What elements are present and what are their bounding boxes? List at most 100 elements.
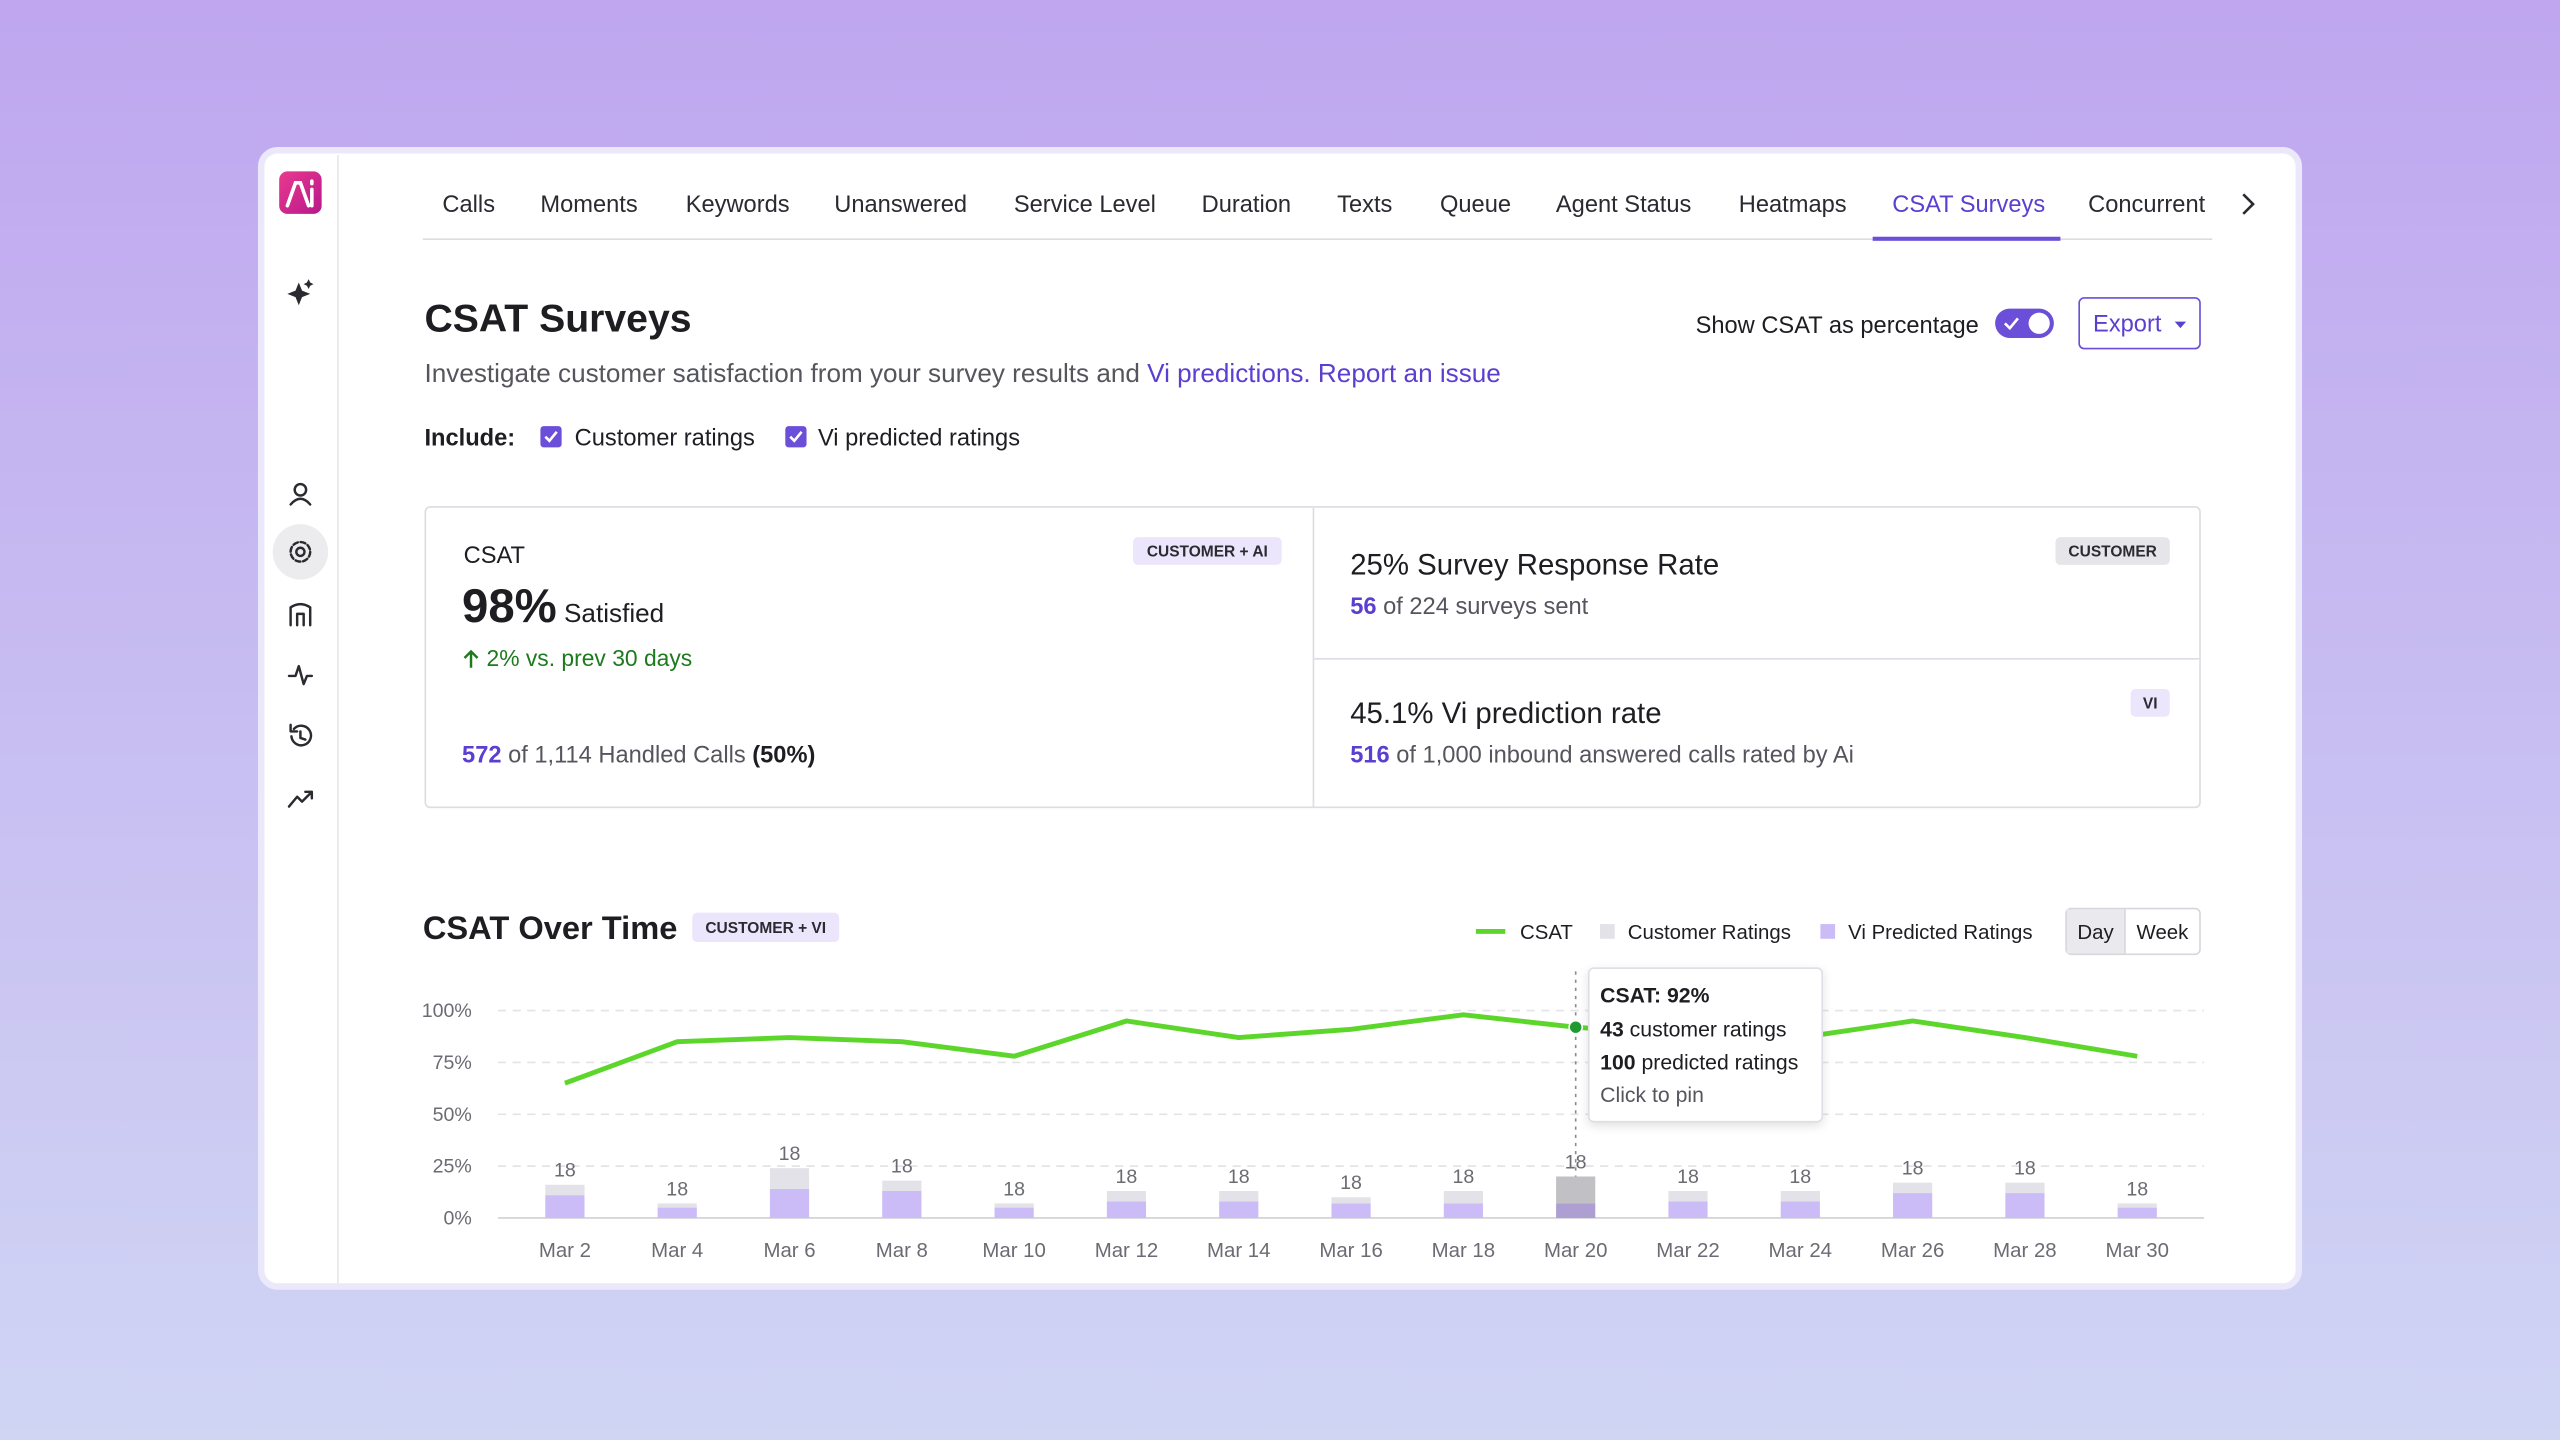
bar-label: 18 (1228, 1166, 1250, 1188)
y-tick-label: 0% (444, 1207, 472, 1229)
share: (50%) (752, 742, 815, 768)
tooltip-line: 43 customer ratings (1600, 1019, 1786, 1042)
settings-icon[interactable] (289, 540, 312, 563)
x-tick-label: Mar 28 (1993, 1240, 2056, 1262)
x-tick-label: Mar 12 (1095, 1240, 1158, 1262)
bar-segment (882, 1180, 922, 1192)
bar-segment (1893, 1193, 1933, 1218)
bar-segment (2117, 1203, 2157, 1208)
bar-segment (1331, 1197, 1371, 1204)
routing-icon[interactable] (289, 602, 312, 627)
bar-label: 18 (1677, 1166, 1699, 1188)
count[interactable]: 56 (1350, 594, 1376, 620)
tab-active[interactable]: CSAT Surveys (1892, 192, 2045, 218)
hover-point (1568, 1019, 1584, 1035)
y-tick-label: 25% (433, 1156, 472, 1178)
x-tick-label: Mar 2 (539, 1240, 591, 1262)
description-text: Investigate customer satisfaction from y… (424, 358, 1147, 388)
bar-segment (1780, 1201, 1820, 1218)
tab[interactable]: Heatmaps (1739, 192, 1847, 218)
user-icon[interactable] (289, 482, 312, 506)
period-button[interactable]: Day (2077, 922, 2114, 944)
trend-icon[interactable] (287, 790, 314, 808)
tab[interactable]: Texts (1337, 192, 1392, 218)
count-text: of 224 surveys sent (1377, 594, 1589, 620)
bar-segment (994, 1207, 1034, 1218)
export-button[interactable] (2078, 297, 2201, 350)
link[interactable]: Vi predictions (1147, 358, 1303, 388)
legend-label: Vi Predicted Ratings (1848, 922, 2032, 944)
bar-label: 18 (1902, 1158, 1924, 1180)
bar-segment (1556, 1203, 1596, 1218)
legend-swatch (1600, 924, 1615, 939)
tabs-next[interactable] (2242, 193, 2255, 215)
x-tick-label: Mar 8 (876, 1240, 928, 1262)
count-text: of 1,114 Handled Calls (502, 742, 753, 768)
page-title: CSAT Surveys (424, 297, 691, 340)
bar-segment (1443, 1203, 1483, 1218)
bar-label: 18 (1116, 1166, 1138, 1188)
caret (2174, 321, 2187, 329)
bar-segment (1106, 1201, 1147, 1218)
csat-value: 98% Satisfied (462, 580, 664, 633)
badge-text: CUSTOMER + VI (705, 920, 826, 937)
link[interactable]: Report an issue (1318, 358, 1501, 388)
label: predicted ratings (1636, 1051, 1799, 1074)
card-title: 45.1% Vi prediction rate (1350, 697, 1661, 730)
bar-segment (882, 1191, 922, 1218)
tab[interactable]: Unanswered (834, 192, 967, 218)
bar-label: 18 (1452, 1166, 1474, 1188)
tab-indicator (1872, 236, 2061, 241)
count[interactable]: 516 (1350, 742, 1389, 768)
badge-text: CUSTOMER + AI (1147, 544, 1268, 561)
tab[interactable]: Duration (1202, 192, 1291, 218)
tab[interactable]: Moments (540, 192, 637, 218)
period-active (2066, 909, 2125, 954)
tab[interactable]: Concurrent (2088, 192, 2205, 218)
badge (2130, 688, 2170, 717)
x-tick-label: Mar 14 (1207, 1240, 1270, 1262)
tab[interactable]: Queue (1440, 192, 1511, 218)
period-button[interactable]: Week (2137, 922, 2190, 944)
badge (2055, 537, 2170, 565)
toggle[interactable] (1995, 308, 2054, 338)
bar-segment (657, 1203, 697, 1208)
tab[interactable]: Agent Status (1556, 192, 1691, 218)
bar-segment (1219, 1191, 1259, 1202)
bar-segment (1331, 1203, 1371, 1218)
tooltip-title: CSAT: 92% (1600, 984, 1709, 1007)
logo[interactable] (279, 171, 322, 214)
history-icon[interactable] (289, 723, 313, 747)
checkbox-label[interactable]: Customer ratings (575, 426, 755, 452)
tab-bar: Calls Moments Keywords Unanswered Servic… (442, 192, 2205, 218)
bar-segment (2117, 1207, 2157, 1218)
value: 98% (462, 580, 557, 633)
badge-text: VI (2143, 696, 2158, 713)
tab[interactable]: Service Level (1014, 192, 1156, 218)
bar-label: 18 (1340, 1172, 1362, 1194)
tooltip (1587, 967, 1824, 1123)
y-tick-label: 75% (433, 1052, 472, 1074)
y-tick-label: 50% (433, 1104, 472, 1126)
badge (1133, 537, 1282, 565)
tab[interactable]: Keywords (686, 192, 790, 218)
bar-segment (769, 1168, 810, 1189)
card-footer: 572 of 1,114 Handled Calls (50%) (462, 742, 815, 768)
y-tick-label: 100% (422, 1000, 472, 1022)
count[interactable]: 572 (462, 742, 501, 768)
export-label[interactable]: Export (2093, 311, 2162, 337)
tooltip-hint: Click to pin (1600, 1084, 1704, 1107)
checkbox[interactable] (785, 426, 807, 448)
description: Investigate customer satisfaction from y… (424, 358, 1500, 388)
tab[interactable]: Calls (442, 192, 495, 218)
logo-glyph (285, 179, 314, 208)
up-arrow (463, 649, 479, 668)
ai-icon[interactable] (287, 279, 314, 306)
checkbox-label[interactable]: Vi predicted ratings (818, 426, 1020, 452)
activity-icon[interactable] (287, 664, 314, 686)
checkbox[interactable] (540, 426, 562, 448)
bar-label: 18 (666, 1178, 688, 1200)
label: customer ratings (1624, 1019, 1787, 1042)
sidebar (272, 155, 339, 1284)
